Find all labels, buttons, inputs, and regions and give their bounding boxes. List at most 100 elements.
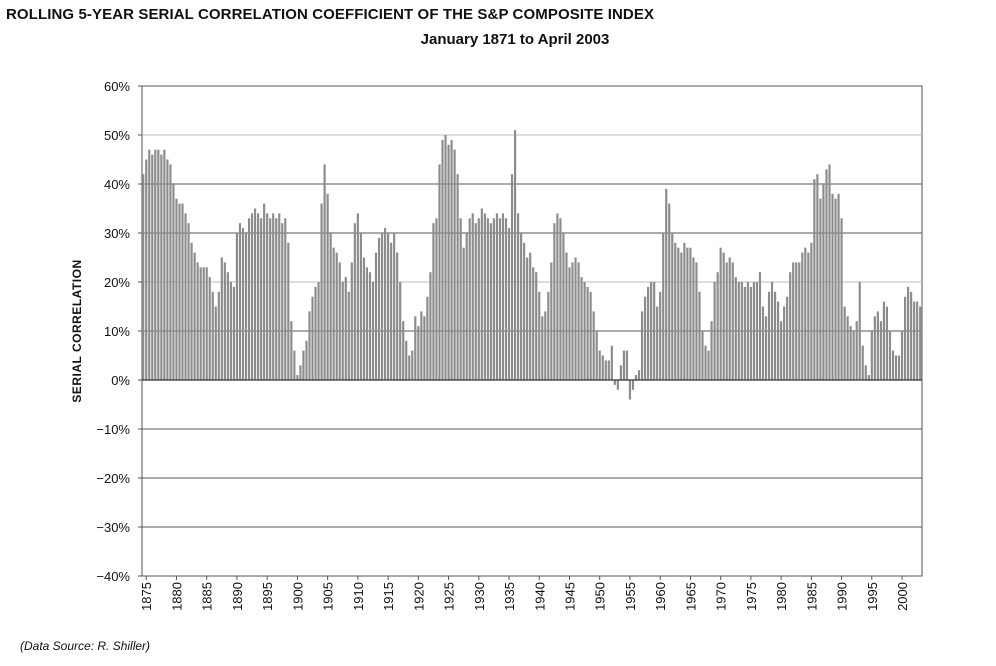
y-tick-label: 50% — [104, 128, 130, 143]
bar — [770, 282, 774, 380]
bar — [752, 282, 755, 380]
bar — [728, 257, 731, 380]
bar — [420, 311, 423, 380]
bar — [275, 218, 278, 380]
bar — [145, 159, 148, 380]
bar — [643, 296, 647, 380]
x-tick-label: 1960 — [653, 582, 668, 611]
bar — [202, 267, 205, 380]
bar — [659, 291, 662, 380]
bar — [250, 213, 254, 380]
bar — [510, 174, 514, 380]
bar — [631, 380, 635, 390]
y-tick-label: −40% — [96, 569, 130, 584]
bar — [855, 321, 858, 380]
bar — [607, 360, 610, 380]
bar — [535, 272, 538, 380]
bar — [683, 242, 686, 380]
bar — [556, 213, 559, 380]
bar — [423, 316, 426, 380]
bar — [861, 345, 864, 380]
bar — [719, 247, 722, 380]
bar — [253, 208, 257, 380]
bar — [707, 350, 710, 380]
bar — [689, 247, 692, 380]
bar — [402, 321, 405, 380]
bar — [773, 291, 777, 380]
bar — [341, 282, 344, 380]
bar — [374, 252, 378, 380]
bar — [178, 203, 181, 380]
bar — [755, 282, 759, 380]
bar — [574, 257, 577, 380]
bar — [498, 218, 502, 380]
bar — [429, 272, 432, 380]
bar — [873, 316, 876, 380]
x-tick-label: 1915 — [381, 582, 396, 611]
bar — [592, 311, 595, 380]
bar — [767, 291, 771, 380]
bar — [864, 365, 867, 380]
bar — [278, 213, 281, 380]
bar — [148, 149, 151, 380]
bar — [550, 262, 553, 380]
bar — [187, 223, 190, 380]
bar — [604, 360, 607, 380]
x-tick-label: 1900 — [290, 582, 305, 611]
bar — [184, 213, 187, 380]
bar — [269, 218, 272, 380]
bar — [656, 306, 659, 380]
bar — [380, 233, 384, 380]
bar — [432, 223, 435, 380]
bar — [919, 306, 922, 380]
bar — [885, 306, 889, 380]
bar — [882, 301, 885, 380]
x-tick-label: 1985 — [804, 582, 819, 611]
bar — [589, 291, 592, 380]
bar — [580, 277, 583, 380]
bar — [734, 277, 737, 380]
bar — [154, 149, 157, 380]
bar — [368, 272, 372, 380]
bar — [426, 296, 429, 380]
bar — [804, 247, 807, 380]
bar — [725, 262, 728, 380]
x-tick-label: 1950 — [593, 582, 608, 611]
bar — [562, 233, 565, 380]
x-tick-label: 1945 — [562, 582, 577, 611]
bar — [843, 306, 846, 380]
bar — [359, 233, 362, 380]
bar — [798, 262, 801, 380]
bar — [692, 257, 695, 380]
x-tick-label: 1935 — [502, 582, 517, 611]
bar — [311, 296, 314, 380]
bar — [329, 233, 332, 380]
bar — [474, 223, 477, 380]
bar — [634, 375, 638, 380]
x-tick-label: 1965 — [683, 582, 698, 611]
x-tick-label: 1925 — [442, 582, 457, 611]
bar — [795, 262, 798, 380]
bar — [625, 350, 629, 380]
bar — [362, 257, 365, 380]
y-tick-label: 10% — [104, 324, 130, 339]
bar — [710, 321, 713, 380]
bar — [846, 316, 849, 380]
bar — [247, 218, 251, 380]
bar — [257, 213, 260, 380]
bar — [674, 242, 677, 380]
bar — [900, 331, 904, 380]
bar — [332, 247, 335, 380]
bar — [870, 331, 873, 380]
bar — [393, 233, 396, 380]
bar — [142, 174, 145, 380]
bar — [229, 282, 232, 380]
bar — [193, 252, 196, 380]
bar — [296, 375, 299, 380]
bar — [523, 242, 526, 380]
bar — [396, 252, 399, 380]
bar — [169, 164, 172, 380]
bar — [211, 291, 214, 380]
bar — [668, 203, 671, 380]
bar — [208, 277, 211, 380]
